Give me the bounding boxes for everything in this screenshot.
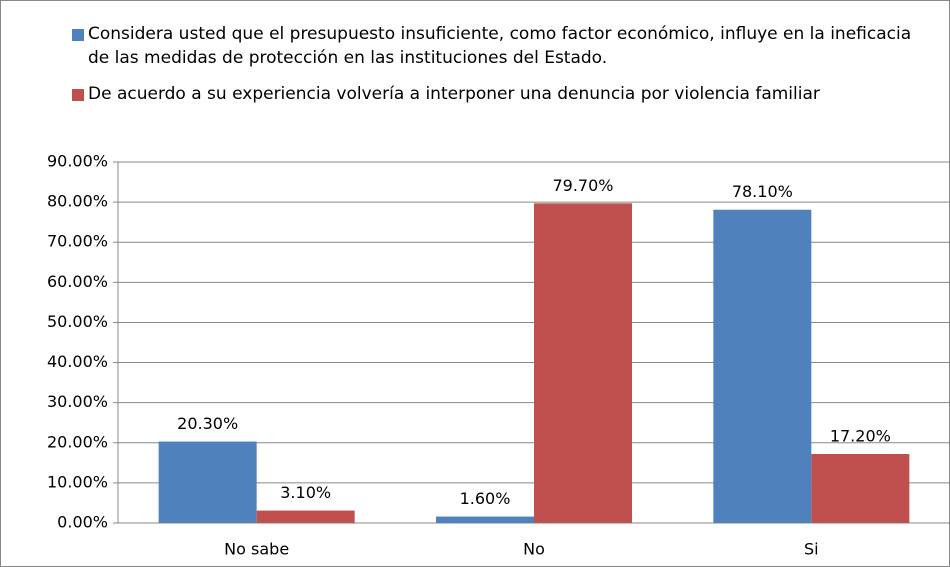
bar	[811, 454, 910, 523]
legend-swatch	[72, 29, 84, 41]
y-tick-label: 20.00%	[47, 432, 108, 451]
y-tick-label: 30.00%	[47, 392, 108, 411]
data-label: 79.70%	[552, 176, 613, 195]
x-tick-label: No	[523, 540, 545, 559]
bar	[534, 203, 632, 523]
legend: Considera usted que el presupuesto insuf…	[70, 22, 930, 118]
data-label: 20.30%	[177, 414, 238, 433]
y-tick-label: 50.00%	[47, 312, 108, 331]
legend-item: De acuerdo a su experiencia volvería a i…	[70, 82, 930, 106]
data-label: 3.10%	[280, 483, 331, 502]
data-label: 17.20%	[830, 427, 891, 446]
legend-item: Considera usted que el presupuesto insuf…	[70, 22, 930, 70]
data-label: 78.10%	[732, 182, 793, 201]
y-tick-label: 10.00%	[47, 472, 108, 491]
x-tick-label: No sabe	[224, 540, 289, 559]
y-tick-label: 0.00%	[57, 513, 108, 532]
data-label: 1.60%	[460, 489, 511, 508]
bar	[713, 209, 812, 523]
y-tick-label: 70.00%	[47, 232, 108, 251]
legend-swatch	[72, 89, 84, 101]
y-tick-label: 40.00%	[47, 352, 108, 371]
y-tick-label: 60.00%	[47, 272, 108, 291]
x-tick-label: Si	[804, 540, 819, 559]
legend-label: Considera usted que el presupuesto insuf…	[88, 24, 912, 68]
y-tick-label: 90.00%	[47, 152, 108, 171]
bar	[436, 516, 534, 523]
bar	[256, 510, 355, 523]
y-tick-label: 80.00%	[47, 192, 108, 211]
bar	[158, 441, 257, 523]
legend-label: De acuerdo a su experiencia volvería a i…	[88, 84, 820, 104]
